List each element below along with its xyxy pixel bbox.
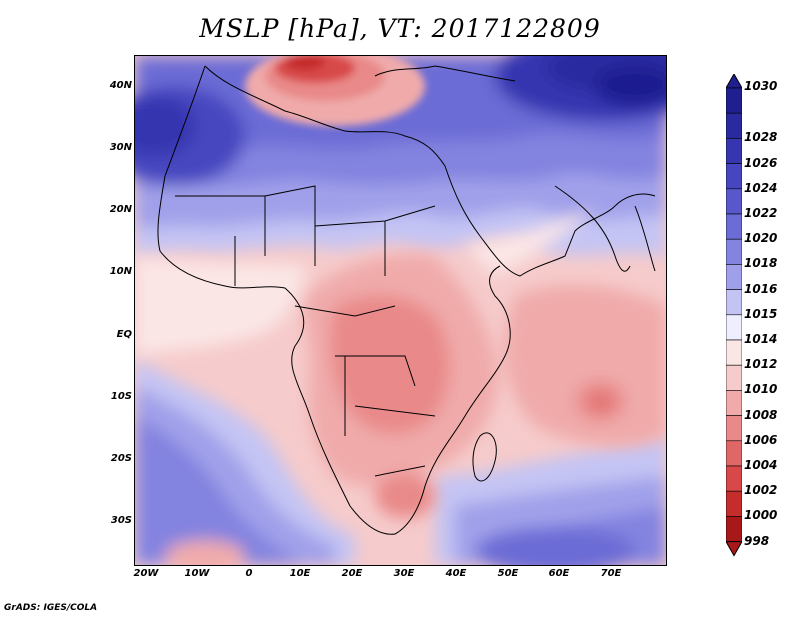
colorbar-cap-top — [726, 74, 742, 89]
lon-label: 10E — [289, 568, 311, 579]
colorbar-label: 1015 — [744, 306, 778, 321]
colorbar-segment — [726, 390, 742, 416]
colorbar-segment — [726, 415, 742, 442]
credit-text: GrADS: IGES/COLA — [4, 603, 98, 613]
south-highs — [135, 356, 666, 565]
colorbar-segment — [726, 490, 742, 517]
colorbar-label: 1006 — [744, 432, 778, 447]
pressure-field-svg — [135, 56, 666, 565]
lat-label: 30S — [110, 515, 132, 526]
colorbar-segment — [726, 465, 742, 492]
lat-label: 20N — [109, 204, 132, 215]
colorbar-segment — [726, 364, 742, 391]
lon-label: 10W — [184, 568, 210, 579]
colorbar-segment — [726, 314, 742, 341]
lon-label: 20E — [341, 568, 363, 579]
colorbar-segment — [726, 516, 742, 542]
lon-label: 20W — [133, 568, 159, 579]
colorbar-segment — [726, 188, 742, 215]
africa-low — [303, 253, 666, 518]
colorbar — [726, 74, 742, 557]
lon-label: 50E — [497, 568, 519, 579]
colorbar-label: 1026 — [744, 155, 778, 170]
colorbar-segment — [726, 112, 742, 139]
lat-label: 40N — [109, 80, 132, 91]
lat-label: 10N — [109, 266, 132, 277]
lon-label: 0 — [245, 568, 253, 579]
colorbar-segment — [726, 87, 742, 114]
colorbar-label: 1022 — [744, 206, 778, 220]
lon-label: 70E — [600, 568, 622, 579]
colorbar-segment — [726, 238, 742, 265]
colorbar-segment — [726, 264, 742, 290]
colorbar-segment — [726, 138, 742, 164]
lon-label: 60E — [548, 568, 570, 579]
colorbar-label: 1016 — [744, 281, 778, 296]
map-title: MSLP [hPa], VT: 2017122809 — [199, 14, 601, 43]
colorbar-label: 1008 — [744, 407, 778, 422]
colorbar-label: 1004 — [744, 458, 778, 472]
colorbar-segment — [726, 213, 742, 240]
colorbar-label: 1030 — [744, 79, 778, 94]
colorbar-cap-bottom — [726, 541, 742, 557]
lon-label: 40E — [445, 568, 467, 579]
colorbar-label: 1010 — [744, 382, 778, 397]
lat-label: 30N — [109, 142, 132, 153]
colorbar-label: 998 — [744, 533, 770, 548]
coastlines — [157, 65, 656, 535]
colorbar-label: 1028 — [744, 130, 778, 145]
colorbar-label: 1014 — [744, 332, 778, 346]
colorbar-label: 1000 — [744, 508, 778, 523]
pressure-map — [134, 55, 667, 566]
lat-label: EQ — [116, 329, 132, 340]
colorbar-segment — [726, 339, 742, 366]
colorbar-label: 1002 — [744, 483, 778, 498]
lat-label: 10S — [110, 391, 132, 402]
lon-label: 30E — [393, 568, 415, 579]
colorbar-label: 1020 — [744, 231, 778, 246]
colorbar-label: 1012 — [744, 357, 778, 372]
lat-label: 20S — [110, 453, 132, 464]
colorbar-segment — [726, 440, 742, 467]
colorbar-segment — [726, 289, 742, 316]
colorbar-label: 1024 — [744, 180, 778, 195]
colorbar-segment — [726, 163, 742, 190]
colorbar-label: 1018 — [744, 256, 778, 271]
